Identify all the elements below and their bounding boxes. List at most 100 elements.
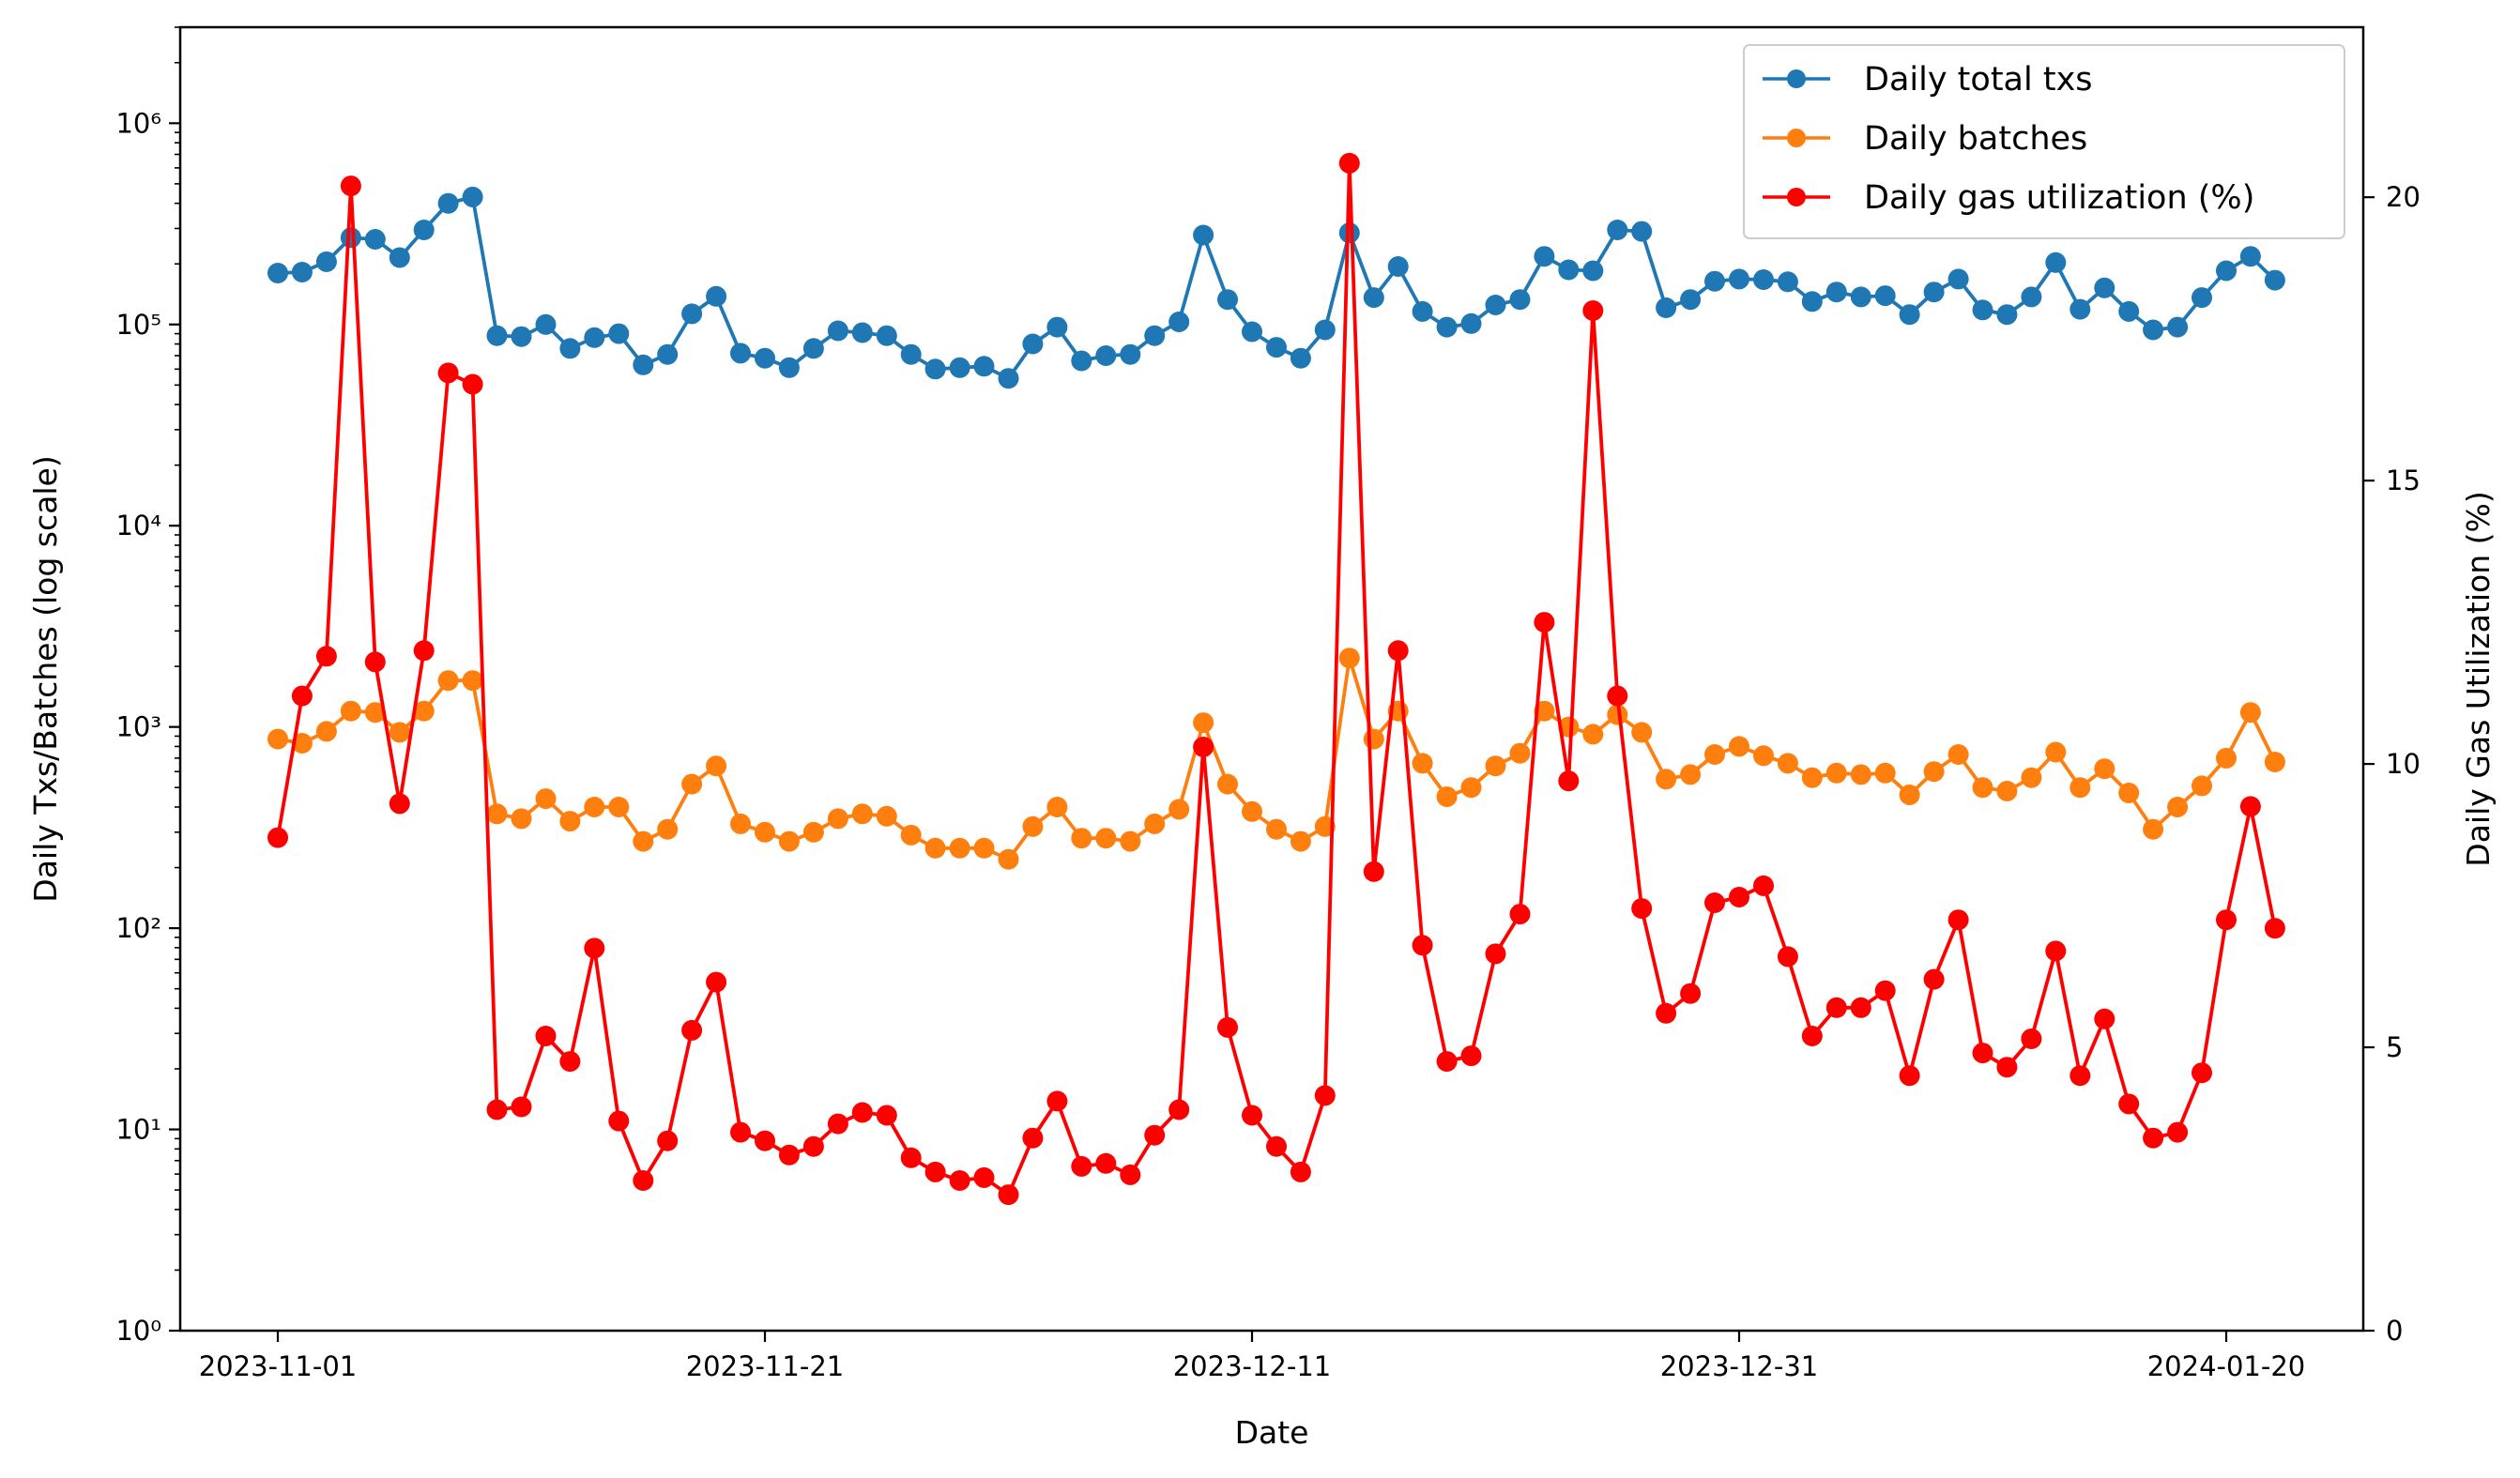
- data-point-total-txs: [633, 354, 654, 375]
- data-point-gas: [1046, 1090, 1068, 1112]
- legend-label-gas: Daily gas utilization (%): [1864, 179, 2254, 217]
- data-point-gas: [389, 793, 410, 815]
- data-point-total-txs: [267, 263, 288, 283]
- data-point-gas: [998, 1184, 1019, 1206]
- data-point-gas: [462, 373, 483, 395]
- data-point-batches: [681, 773, 703, 795]
- data-point-batches: [559, 811, 581, 832]
- data-point-gas: [1412, 935, 1433, 956]
- data-point-total-txs: [1193, 224, 1214, 246]
- data-point-batches: [924, 837, 946, 859]
- legend-label-batches: Daily batches: [1864, 120, 2087, 158]
- data-point-gas: [1899, 1065, 1920, 1087]
- data-point-gas: [1314, 1085, 1336, 1106]
- data-point-batches: [1412, 753, 1433, 774]
- data-point-batches: [1338, 648, 1360, 669]
- data-point-gas: [1242, 1105, 1262, 1126]
- data-point-batches: [1046, 797, 1068, 817]
- data-point-gas: [340, 175, 361, 197]
- data-point-total-txs: [2192, 287, 2212, 309]
- data-point-gas: [437, 362, 459, 384]
- data-point-batches: [1242, 800, 1262, 822]
- data-point-total-txs: [1923, 282, 1945, 303]
- data-point-total-txs: [1022, 333, 1044, 355]
- data-point-batches: [633, 830, 654, 852]
- data-point-total-txs: [1899, 304, 1920, 326]
- data-point-batches: [1704, 744, 1725, 765]
- axis-ticks: 2023-11-01 2023-11-21 2023-12-11 2023-12-31…: [115, 26, 2421, 1382]
- data-point-batches: [657, 818, 679, 840]
- data-point-gas: [1534, 612, 1555, 633]
- data-point-gas: [1801, 1026, 1823, 1046]
- data-point-batches: [1631, 722, 1653, 743]
- data-point-total-txs: [2118, 300, 2140, 322]
- data-point-total-txs: [2143, 319, 2164, 341]
- data-point-total-txs: [1338, 222, 1360, 244]
- data-point-gas: [778, 1144, 800, 1166]
- data-point-gas: [900, 1147, 922, 1168]
- data-point-total-txs: [584, 327, 605, 348]
- data-point-total-txs: [1168, 312, 1190, 332]
- series-total-txs: [267, 186, 2285, 389]
- y-left-tick-label: 10⁴: [115, 510, 161, 541]
- data-point-batches: [1120, 830, 1141, 852]
- series-gas: [267, 152, 2285, 1206]
- data-point-gas: [364, 651, 386, 673]
- data-point-total-txs: [778, 357, 800, 378]
- data-point-batches: [340, 700, 361, 722]
- x-tick-label: 2023-11-21: [686, 1350, 845, 1382]
- data-point-total-txs: [1266, 337, 1287, 358]
- data-point-gas: [2167, 1121, 2189, 1143]
- data-point-total-txs: [1753, 269, 1774, 290]
- data-point-total-txs: [949, 357, 970, 378]
- data-point-batches: [851, 803, 873, 825]
- data-point-total-txs: [827, 320, 848, 342]
- data-point-batches: [2143, 818, 2164, 840]
- data-point-batches: [2118, 783, 2140, 803]
- data-point-batches: [1290, 830, 1311, 852]
- data-point-total-txs: [1825, 282, 1847, 303]
- data-point-total-txs: [511, 326, 532, 347]
- data-point-total-txs: [1947, 268, 1969, 290]
- data-point-batches: [1607, 704, 1628, 725]
- data-point-gas: [2069, 1065, 2091, 1087]
- legend-entry-batches: Daily batches: [1763, 120, 2087, 158]
- data-point-batches: [511, 808, 532, 830]
- data-point-gas: [559, 1051, 581, 1073]
- data-point-gas: [1850, 997, 1871, 1018]
- data-point-gas: [535, 1026, 557, 1046]
- legend-entry-gas: Daily gas utilization (%): [1763, 179, 2254, 217]
- data-point-batches: [998, 848, 1019, 870]
- series-batches: [267, 648, 2285, 870]
- data-point-total-txs: [1095, 345, 1117, 366]
- data-point-batches: [1777, 753, 1798, 774]
- data-point-total-txs: [1290, 347, 1311, 369]
- legend-marker-total-txs: [1787, 69, 1806, 88]
- data-point-gas: [949, 1170, 970, 1191]
- y-left-tick-label: 10³: [115, 711, 161, 743]
- data-point-total-txs: [1656, 297, 1677, 318]
- data-point-gas: [1363, 861, 1384, 882]
- data-point-total-txs: [2264, 269, 2285, 291]
- data-point-total-txs: [1363, 287, 1384, 309]
- data-point-gas: [1387, 640, 1409, 662]
- data-point-gas: [1704, 892, 1725, 913]
- series-line-gas: [276, 160, 2277, 1196]
- data-point-gas: [1338, 152, 1360, 174]
- x-tick-label: 2023-12-31: [1660, 1350, 1819, 1382]
- data-point-total-txs: [706, 285, 727, 307]
- data-point-batches: [2094, 758, 2115, 780]
- data-point-gas: [291, 685, 313, 707]
- data-point-gas: [1753, 875, 1774, 896]
- data-point-batches: [2021, 767, 2042, 788]
- data-point-batches: [1729, 736, 1749, 757]
- x-tick-label: 2023-11-01: [199, 1350, 358, 1382]
- data-point-batches: [2192, 775, 2212, 797]
- data-point-gas: [584, 937, 605, 959]
- data-point-batches: [1899, 785, 1920, 805]
- data-point-total-txs: [364, 229, 386, 250]
- data-point-total-txs: [1874, 285, 1896, 307]
- data-point-total-txs: [1485, 295, 1506, 315]
- data-point-gas: [2021, 1029, 2042, 1049]
- data-point-gas: [681, 1019, 703, 1041]
